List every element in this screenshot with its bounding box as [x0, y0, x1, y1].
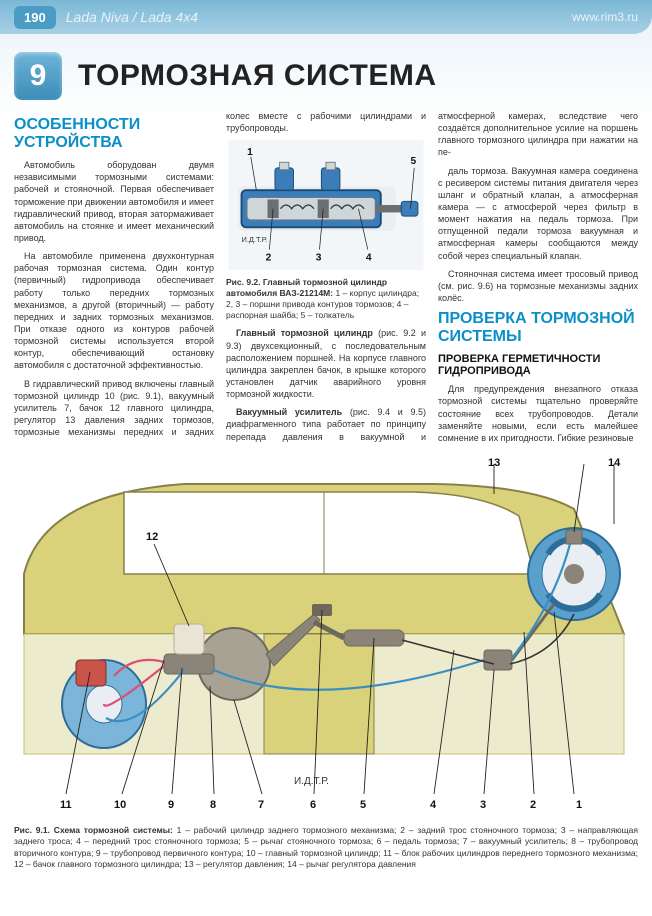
callout-2: 2 — [266, 253, 272, 264]
body-paragraph: Главный тормозной цилиндр (рис. 9.2 и 9.… — [226, 327, 426, 400]
brake-system-diagram: 12 13 14 1 2 3 4 5 6 7 8 9 10 11 И.Д.Т.Р… — [14, 454, 638, 814]
inline-rest: (рис. 9.2 и 9.3) двухсекционный, с после… — [226, 328, 426, 399]
body-paragraph: даль тормоза. Вакуумная камера соединена… — [438, 165, 638, 262]
callout-7: 7 — [258, 799, 264, 811]
callout-6: 6 — [310, 799, 316, 811]
callout-3: 3 — [480, 799, 486, 811]
callout-5: 5 — [360, 799, 366, 811]
body-paragraph: Стояночная система имеет тросовый привод… — [438, 268, 638, 304]
callout-2: 2 — [530, 799, 536, 811]
body-paragraph: Автомобиль оборудован двумя независимыми… — [14, 159, 214, 244]
section-heading-features: ОСОБЕННОСТИ УСТРОЙСТВА — [14, 116, 214, 151]
section-heading-check: ПРОВЕРКА ТОРМОЗНОЙ СИСТЕМЫ — [438, 310, 638, 345]
figure-caption-bold: Рис. 9.1. Схема тормозной системы: — [14, 825, 173, 835]
inline-lead: Вакуумный усилитель — [236, 407, 342, 417]
figure-9-2-caption: Рис. 9.2. Главный тормозной цилиндр авто… — [226, 277, 426, 321]
header-url: www.rim3.ru — [572, 10, 638, 24]
body-paragraph: Для предупреждения внезапного отказа тор… — [438, 383, 638, 444]
diagram-credit: И.Д.Т.Р. — [242, 235, 268, 244]
callout-4: 4 — [366, 253, 372, 264]
text-columns: ОСОБЕННОСТИ УСТРОЙСТВА Автомобиль оборуд… — [14, 110, 638, 444]
section-subheading-hydro: ПРОВЕРКА ГЕРМЕТИЧНОСТИ ГИДРОПРИВОДА — [438, 353, 638, 377]
callout-10: 10 — [114, 799, 126, 811]
callout-1: 1 — [576, 799, 582, 811]
callout-5: 5 — [411, 156, 417, 167]
content-area: ОСОБЕННОСТИ УСТРОЙСТВА Автомобиль оборуд… — [0, 110, 652, 444]
car-title: Lada Niva / Lada 4x4 — [66, 9, 572, 25]
callout-12: 12 — [146, 531, 158, 543]
callout-4: 4 — [430, 799, 437, 811]
figure-9-1: 12 13 14 1 2 3 4 5 6 7 8 9 10 11 И.Д.Т.Р… — [14, 454, 638, 819]
diagram-credit: И.Д.Т.Р. — [294, 776, 329, 787]
chapter-header: 9 ТОРМОЗНАЯ СИСТЕМА — [14, 52, 642, 100]
top-bar: 190 Lada Niva / Lada 4x4 www.rim3.ru — [0, 0, 652, 34]
callout-1: 1 — [247, 147, 253, 158]
callout-3: 3 — [316, 253, 322, 264]
figure-9-2: 1 2 3 4 5 И.Д.Т.Р. Рис. 9.2. Главный тор… — [226, 140, 426, 321]
callout-9: 9 — [168, 799, 174, 811]
body-paragraph: На автомобиле применена двухконтурная ра… — [14, 250, 214, 371]
page-number-badge: 190 — [14, 6, 56, 29]
callout-13: 13 — [488, 457, 500, 469]
master-cylinder-diagram: 1 2 3 4 5 И.Д.Т.Р. — [226, 140, 426, 270]
figure-9-1-caption: Рис. 9.1. Схема тормозной системы: 1 – р… — [14, 825, 638, 871]
rear-brake-drum-icon — [528, 528, 620, 620]
chapter-title: ТОРМОЗНАЯ СИСТЕМА — [78, 59, 437, 93]
callout-8: 8 — [210, 799, 216, 811]
chapter-number-badge: 9 — [14, 52, 62, 100]
callout-11: 11 — [60, 799, 72, 811]
callout-14: 14 — [608, 457, 621, 469]
page: 190 Lada Niva / Lada 4x4 www.rim3.ru 9 Т… — [0, 0, 652, 881]
inline-lead: Главный тормозной цилиндр — [236, 328, 373, 338]
